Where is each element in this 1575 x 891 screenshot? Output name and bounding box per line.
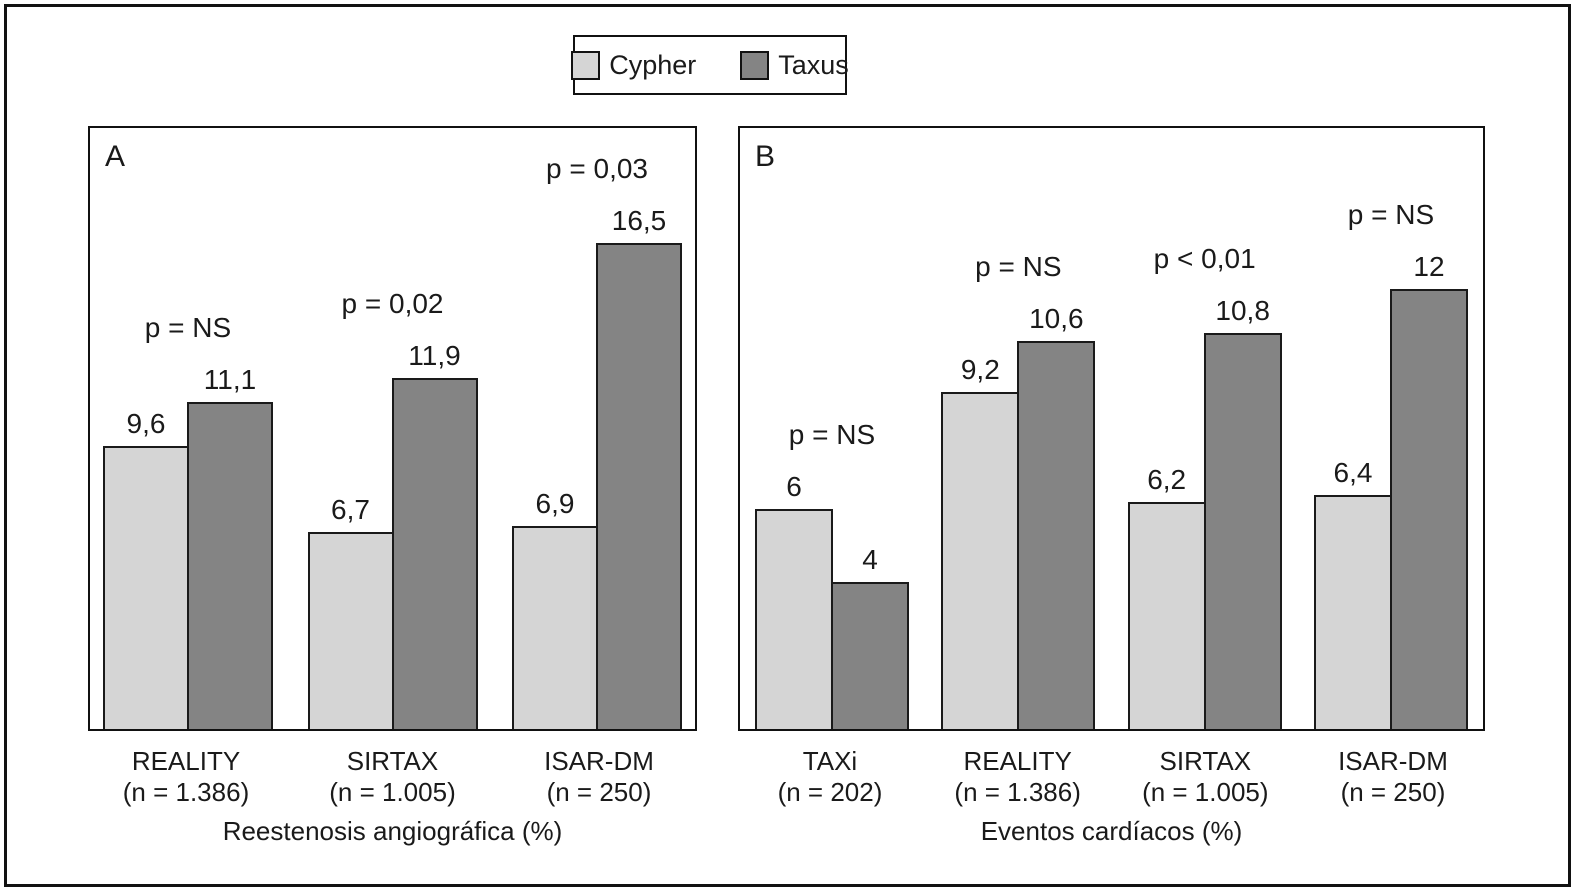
value-label: 16,5	[611, 204, 667, 236]
legend-label-cypher: Cypher	[609, 49, 697, 80]
bar-group-sirtax: 6,2 10,8 p < 0,01	[1127, 128, 1282, 729]
bar-taxus: 4	[831, 544, 909, 729]
bar-cypher: 6,2	[1127, 464, 1206, 729]
bar-taxus: 10,6	[1017, 303, 1096, 729]
bar-taxus: 12	[1389, 251, 1468, 729]
value-label: 11,1	[203, 364, 257, 395]
p-value-label: p < 0,01	[1153, 243, 1256, 275]
p-value-label: p = NS	[788, 419, 876, 451]
category-name: SIRTAX	[346, 746, 439, 776]
bar-cypher: 6,4	[1313, 457, 1392, 729]
bar-cypher: 6,9	[512, 488, 598, 729]
x-labels-b: TAXi (n = 202) REALITY (n = 1.386) SIRTAX (n …	[738, 746, 1485, 808]
p-value-label: p = 0,03	[546, 152, 648, 184]
bar-cypher: 6,7	[307, 494, 394, 729]
cypher-swatch-icon	[571, 50, 601, 80]
bar-taxus: 11,9	[391, 340, 478, 729]
p-value-label: p = NS	[1347, 199, 1435, 231]
panel-a-letter: A	[105, 140, 126, 173]
legend-item-cypher: Cypher	[571, 50, 696, 81]
bar-group-isar-dm: 6,9 16,5 p = 0,03	[512, 128, 682, 729]
category-n: (n = 250)	[546, 777, 652, 808]
category-n: (n = 1.386)	[122, 777, 250, 808]
axis-title-a: Reestenosis angiográfica (%)	[222, 816, 563, 846]
category-name: SIRTAX	[1159, 746, 1252, 776]
legend-item-taxus: Taxus	[740, 50, 849, 81]
bar-group-isar-dm: 6,4 12 p = NS	[1313, 128, 1468, 729]
bar-cypher: 6	[755, 471, 833, 729]
value-label: 6,4	[1333, 456, 1373, 488]
bar-group-reality: 9,2 10,6 p = NS	[941, 128, 1096, 729]
taxus-swatch-icon	[740, 50, 770, 80]
p-value-label: p = NS	[144, 312, 232, 343]
figure-border	[4, 4, 1571, 887]
value-label: 6,7	[331, 493, 370, 525]
category-label: TAXi (n = 202)	[753, 746, 907, 808]
value-label: 6,2	[1147, 463, 1187, 495]
bar-group-sirtax: 6,7 11,9 p = 0,02	[307, 128, 478, 729]
category-n: (n = 1.005)	[329, 777, 456, 808]
value-label: 11,9	[408, 340, 461, 372]
value-label: 12	[1413, 251, 1445, 283]
category-name: ISAR-DM	[1338, 746, 1448, 776]
category-n: (n = 1.386)	[954, 777, 1081, 808]
value-label: 6,9	[535, 487, 575, 519]
bar-group-reality: 9,6 11,1 p = NS	[103, 128, 273, 729]
category-label: ISAR-DM (n = 250)	[514, 746, 684, 808]
category-label: ISAR-DM (n = 250)	[1316, 746, 1470, 808]
category-name: ISAR-DM	[544, 746, 654, 776]
value-label: 9,6	[126, 408, 166, 440]
x-labels-a: REALITY (n = 1.386) SIRTAX (n = 1.005) ISAR-…	[88, 746, 697, 808]
bar-cypher: 9,6	[103, 408, 189, 729]
category-label: SIRTAX (n = 1.005)	[308, 746, 478, 808]
category-n: (n = 1.005)	[1142, 777, 1269, 808]
category-name: TAXi	[802, 746, 858, 776]
panel-b: 6 4 p = NS 9,2 10,6 p = NS 6,2 10,8 p < 0,01 6,4 1…	[738, 126, 1485, 731]
panel-b-letter: B	[755, 140, 776, 173]
plot-area-b: 6 4 p = NS 9,2 10,6 p = NS 6,2 10,8 p < 0,01 6,4 1…	[740, 128, 1483, 729]
value-label: 10,8	[1215, 295, 1270, 327]
category-name: REALITY	[131, 746, 241, 776]
value-label: 4	[862, 544, 878, 576]
bar-cypher: 9,2	[941, 354, 1020, 729]
bar-taxus: 16,5	[596, 205, 682, 729]
category-name: REALITY	[963, 746, 1072, 776]
axis-title-b: Eventos cardíacos (%)	[980, 816, 1243, 846]
category-label: SIRTAX (n = 1.005)	[1128, 746, 1282, 808]
bar-taxus: 10,8	[1203, 295, 1282, 729]
value-label: 6	[786, 471, 802, 503]
bar-taxus: 11,1	[187, 364, 273, 729]
category-label: REALITY (n = 1.386)	[101, 746, 271, 808]
legend-label-taxus: Taxus	[778, 49, 849, 80]
category-n: (n = 202)	[777, 777, 883, 808]
plot-area-a: 9,6 11,1 p = NS 6,7 11,9 p = 0,02 6,9 16,5 p = 0…	[90, 128, 695, 729]
p-value-label: p = 0,02	[341, 288, 444, 320]
bar-group-taxi: 6 4 p = NS	[755, 128, 909, 729]
value-label: 10,6	[1029, 302, 1084, 334]
category-label: REALITY (n = 1.386)	[941, 746, 1095, 808]
p-value-label: p = NS	[975, 250, 1062, 282]
value-label: 9,2	[960, 353, 1000, 385]
panel-a: 9,6 11,1 p = NS 6,7 11,9 p = 0,02 6,9 16,5 p = 0…	[88, 126, 697, 731]
category-n: (n = 250)	[1340, 777, 1446, 808]
legend: Cypher Taxus	[571, 35, 849, 95]
